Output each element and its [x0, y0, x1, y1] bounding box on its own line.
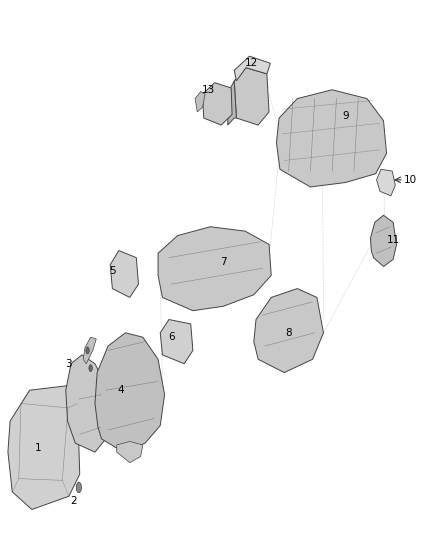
Text: 2: 2	[70, 496, 77, 506]
Text: 5: 5	[109, 266, 116, 276]
Polygon shape	[371, 215, 396, 266]
Circle shape	[86, 347, 89, 354]
Polygon shape	[276, 90, 387, 187]
Text: 7: 7	[220, 257, 226, 267]
Circle shape	[89, 365, 92, 372]
Text: 6: 6	[168, 332, 174, 342]
Text: 4: 4	[118, 385, 124, 395]
Text: 8: 8	[285, 328, 292, 338]
Polygon shape	[195, 92, 205, 112]
Polygon shape	[95, 333, 165, 452]
Text: 13: 13	[201, 85, 215, 95]
Text: 10: 10	[404, 175, 417, 185]
Polygon shape	[83, 337, 96, 364]
Polygon shape	[8, 386, 80, 510]
Polygon shape	[234, 68, 269, 125]
Text: 12: 12	[245, 58, 258, 68]
Polygon shape	[117, 441, 143, 463]
Polygon shape	[66, 355, 108, 452]
Text: 3: 3	[66, 359, 72, 369]
Polygon shape	[160, 319, 193, 364]
Polygon shape	[377, 169, 395, 196]
Polygon shape	[234, 56, 270, 81]
Polygon shape	[228, 81, 237, 125]
Polygon shape	[158, 227, 271, 311]
Text: 1: 1	[35, 443, 42, 453]
Text: 9: 9	[342, 111, 349, 122]
Polygon shape	[202, 83, 232, 125]
Polygon shape	[110, 251, 138, 297]
Circle shape	[76, 482, 81, 492]
Polygon shape	[254, 288, 323, 373]
Text: 11: 11	[386, 235, 400, 245]
